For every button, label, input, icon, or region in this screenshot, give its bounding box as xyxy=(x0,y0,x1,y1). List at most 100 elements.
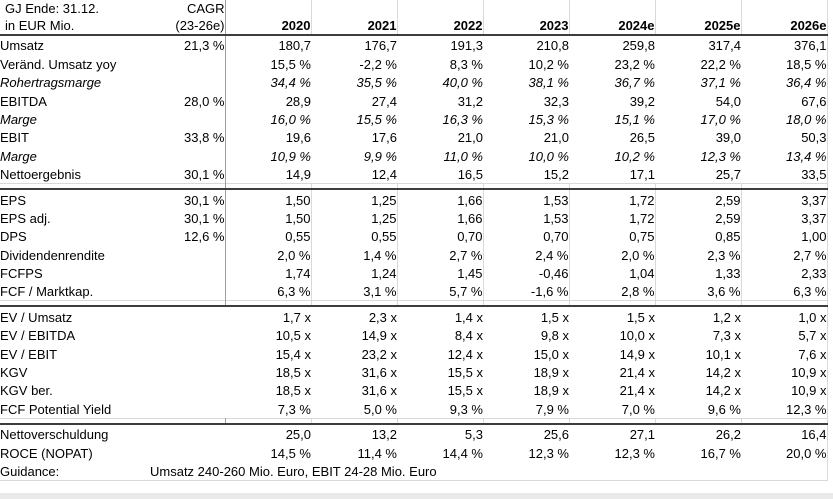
value-cell-2020: 2,0 % xyxy=(225,245,312,264)
row-label: FCF / Marktkap. xyxy=(0,284,94,300)
row-label: Nettoverschuldung xyxy=(0,427,109,443)
value-cell-2023: 38,1 % xyxy=(528,75,569,91)
value-cell-2022: 1,66 xyxy=(397,189,484,209)
value-cell-2026e: 10,9 x xyxy=(741,362,828,382)
value-cell-2025e: 17,0 % xyxy=(700,111,741,127)
value-cell-2026e: 1,00 xyxy=(741,226,828,246)
value-cell-2026e: 18,5 % xyxy=(741,54,828,73)
value-cell-2022: 12,4 x xyxy=(447,346,483,362)
cagr-value xyxy=(150,146,226,165)
separator-cell xyxy=(569,417,656,425)
separator-cell xyxy=(397,300,484,308)
value-cell-2024e: 2,0 % xyxy=(569,245,656,264)
value-cell-2024e: 26,5 xyxy=(629,130,655,146)
value-cell-2024e: 1,72 xyxy=(569,189,656,209)
value-cell-2024e: 0,75 xyxy=(569,226,656,246)
value-cell-2023: 9,8 x xyxy=(540,328,569,344)
row-fcf-marktkap: FCF / Marktkap. 6,3 % 3,1 % 5,7 % -1,6 % 2,8 … xyxy=(0,282,828,301)
separator-cell xyxy=(0,183,150,191)
value-cell-2020: 1,50 xyxy=(225,189,312,209)
separator-cell xyxy=(655,300,742,308)
value-cell-2025e: 14,2 x xyxy=(705,365,741,381)
value-cell-2023: 12,3 % xyxy=(528,445,569,461)
value-cell-2020: 15,4 x xyxy=(275,346,311,362)
value-cell-2026e: 13,4 % xyxy=(741,146,828,165)
value-cell-2021: 17,6 xyxy=(371,130,397,146)
value-cell-2021: 1,24 xyxy=(311,263,398,283)
value-cell-2021: 1,25 xyxy=(311,208,398,227)
row-ev-umsatz: EV / Umsatz 1,7 x 2,3 x 1,4 x 1,5 x 1,5 x 1,2 … xyxy=(0,306,828,326)
separator-cell xyxy=(311,417,398,425)
value-cell-2024e: 15,1 % xyxy=(614,111,655,127)
separator-cell xyxy=(225,417,312,425)
value-cell-2024e: 1,5 x xyxy=(626,309,655,325)
value-cell-2025e: 3,6 % xyxy=(655,282,742,301)
value-cell-2024e: 27,1 xyxy=(629,427,655,443)
value-cell-2022: 191,3 xyxy=(450,38,483,54)
value-cell-2021: 11,4 % xyxy=(357,445,397,461)
value-cell-2022: 21,0 xyxy=(457,130,483,146)
value-cell-2022: 5,3 xyxy=(464,427,483,443)
value-cell-2025e: 22,2 % xyxy=(700,56,741,72)
value-cell-2022: 15,5 x xyxy=(447,383,483,399)
guidance-text: Umsatz 240-260 Mio. Euro, EBIT 24-28 Mio… xyxy=(150,461,828,481)
value-cell-2026e: 50,3 xyxy=(741,127,828,147)
value-cell-2020: 0,55 xyxy=(225,226,312,246)
cagr-value xyxy=(150,344,225,362)
value-cell-2022: 8,3 % xyxy=(449,56,483,72)
value-cell-2023: -1,6 % xyxy=(483,282,570,301)
value-cell-2020: 15,5 % xyxy=(270,56,311,72)
value-cell-2025e: 39,0 xyxy=(715,130,741,146)
value-cell-2021: 31,6 x xyxy=(361,383,397,399)
value-cell-2022: 9,3 % xyxy=(449,401,483,417)
value-cell-2023: 15,2 xyxy=(543,167,569,183)
row-label: Dividendenrendite xyxy=(0,247,105,263)
cagr-line2: (23-26e) xyxy=(175,18,225,33)
row-label: DPS xyxy=(0,229,27,245)
value-cell-2021: 35,5 % xyxy=(356,75,397,91)
cagr-value: 30,1 % xyxy=(150,164,226,184)
value-cell-2026e: 67,6 xyxy=(741,91,828,110)
separator-cell xyxy=(741,300,828,308)
separator-cell xyxy=(397,183,484,191)
value-cell-2022: 16,5 xyxy=(457,167,483,183)
value-cell-2021: 2,3 x xyxy=(368,309,397,325)
value-cell-2025e: 10,1 x xyxy=(705,346,741,362)
cagr-value: 30,1 % xyxy=(150,208,226,227)
value-cell-2020: 10,9 % xyxy=(270,148,311,164)
value-cell-2024e: 1,04 xyxy=(569,263,656,283)
value-cell-2026e: 3,37 xyxy=(741,208,828,227)
cagr-value xyxy=(150,306,225,325)
row-label: Marge xyxy=(0,111,37,127)
row-label: Umsatz xyxy=(0,38,45,54)
financials-table: GJ Ende: 31.12. in EUR Mio. CAGR (23-26e… xyxy=(0,0,828,481)
value-cell-2022: 31,2 xyxy=(457,93,483,109)
value-cell-2021: 5,0 % xyxy=(363,401,397,417)
value-cell-2020: 1,7 x xyxy=(282,309,311,325)
row-label: EBITDA xyxy=(0,93,47,109)
separator-cell xyxy=(569,300,656,308)
value-cell-2023: 2,4 % xyxy=(483,245,570,264)
row-rohertragsmarge: Rohertragsmarge 34,4 % 35,5 % 40,0 % 38,1 % 3… xyxy=(0,72,828,92)
cagr-value xyxy=(150,363,225,381)
cagr-value xyxy=(150,443,225,461)
row-label: EV / Umsatz xyxy=(0,309,73,325)
value-cell-2023: 10,0 % xyxy=(528,148,569,164)
value-cell-2020: 7,3 % xyxy=(277,401,311,417)
value-cell-2024e: 21,4 x xyxy=(619,365,655,381)
value-cell-2025e: 12,3 % xyxy=(700,148,741,164)
cagr-value: 21,3 % xyxy=(150,35,226,55)
year-header-2025e: 2025e xyxy=(655,0,742,36)
value-cell-2020: 14,9 xyxy=(285,167,311,183)
row-eps: EPS 30,1 % 1,50 1,25 1,66 1,53 1,72 2,59 3,37 xyxy=(0,189,828,209)
value-cell-2023: 18,9 x xyxy=(533,365,569,381)
value-cell-2022: 2,7 % xyxy=(397,245,484,264)
value-cell-2026e: 36,4 % xyxy=(741,72,828,92)
value-cell-2023: 10,2 % xyxy=(528,56,569,72)
value-cell-2023: 1,53 xyxy=(483,208,570,227)
row-label: Nettoergebnis xyxy=(0,167,81,183)
value-cell-2026e: 18,0 % xyxy=(741,109,828,128)
value-cell-2021: 27,4 xyxy=(371,93,397,109)
cagr-line1: CAGR xyxy=(186,1,225,16)
